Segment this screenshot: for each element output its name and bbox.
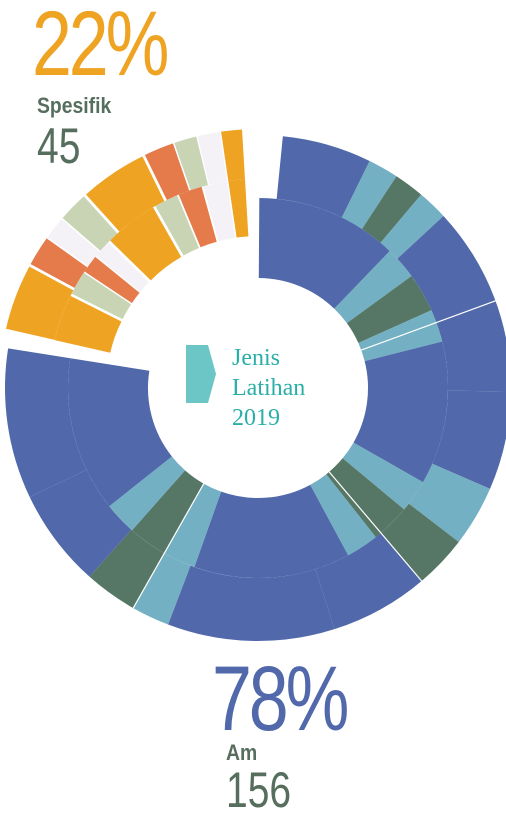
general-inner-segment-5 bbox=[342, 442, 423, 510]
general-outer-segment-12 bbox=[29, 469, 132, 577]
general-inner-segment-8 bbox=[194, 484, 349, 578]
specific-inner-segment-6 bbox=[178, 186, 217, 248]
specific-inner-segment-5 bbox=[155, 195, 199, 256]
specific-inner-segment-1 bbox=[71, 272, 132, 320]
segment-separator bbox=[132, 483, 205, 609]
specific-outer-segment-1 bbox=[30, 238, 88, 288]
segment-separator bbox=[328, 471, 423, 582]
specific-category-label: Spesifik bbox=[37, 93, 112, 118]
general-inner-segment-2 bbox=[346, 276, 432, 344]
specific-outer-segment-7 bbox=[197, 131, 228, 185]
general-outer-segment-11 bbox=[89, 529, 165, 609]
general-outer-segment-2 bbox=[361, 176, 422, 243]
general-outer-segment-3 bbox=[380, 194, 444, 259]
general-outer-segment-9 bbox=[168, 565, 335, 642]
general-inner-segment-11 bbox=[109, 456, 186, 531]
general-outer-segment-0 bbox=[276, 136, 370, 218]
general-outer-segment-10 bbox=[133, 553, 191, 625]
general-count-label: 156 bbox=[226, 762, 292, 818]
segment-separator bbox=[361, 300, 496, 351]
general-inner-segment-12 bbox=[67, 358, 172, 507]
center-marker-icon bbox=[186, 345, 216, 408]
general-percent-label: 78% bbox=[212, 648, 349, 750]
general-inner-segment-6 bbox=[326, 458, 405, 538]
center-title: Jenis Latihan 2019 bbox=[232, 343, 352, 433]
specific-inner-segment-7 bbox=[203, 181, 236, 242]
general-inner-segment-10 bbox=[132, 470, 204, 554]
general-category-label: Am bbox=[226, 740, 258, 765]
specific-outer-segment-5 bbox=[144, 143, 190, 200]
specific-outer-segment-6 bbox=[174, 136, 209, 191]
general-outer-segment-4 bbox=[397, 215, 506, 392]
specific-outer-segment-3 bbox=[62, 196, 118, 251]
specific-percent-label: 22% bbox=[32, 0, 169, 95]
specific-count-label: 45 bbox=[37, 118, 81, 174]
general-inner-segment-1 bbox=[334, 251, 412, 324]
general-outer-segment-1 bbox=[341, 160, 397, 229]
general-outer-segment-5 bbox=[432, 390, 506, 489]
center-title-line-3: 2019 bbox=[232, 405, 280, 431]
general-outer-segment-8 bbox=[315, 532, 422, 630]
specific-inner-segment-4 bbox=[110, 207, 182, 281]
specific-inner-segment-8 bbox=[228, 179, 249, 238]
specific-inner-segment-0 bbox=[54, 295, 122, 353]
specific-inner-segment-3 bbox=[96, 242, 149, 292]
specific-inner-segment-2 bbox=[84, 256, 140, 304]
general-inner-segment-0 bbox=[258, 198, 390, 309]
center-title-line-2: Latihan bbox=[232, 375, 306, 401]
general-outer-segment-6 bbox=[408, 463, 490, 542]
general-inner-segment-7 bbox=[310, 474, 376, 556]
general-inner-segment-4 bbox=[353, 341, 449, 483]
specific-outer-segment-8 bbox=[221, 129, 245, 182]
center-title-line-1: Jenis bbox=[232, 345, 280, 371]
general-outer-segment-7 bbox=[380, 503, 459, 581]
specific-outer-segment-2 bbox=[47, 219, 100, 267]
specific-outer-segment-4 bbox=[85, 156, 165, 232]
general-outer-segment-13 bbox=[5, 348, 87, 498]
general-inner-segment-9 bbox=[164, 483, 222, 568]
specific-outer-segment-0 bbox=[5, 266, 74, 340]
